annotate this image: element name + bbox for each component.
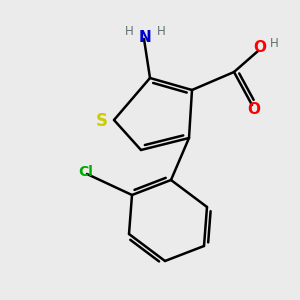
Text: N: N (139, 30, 152, 45)
Text: S: S (96, 112, 108, 130)
Text: H: H (124, 25, 134, 38)
Text: Cl: Cl (78, 166, 93, 179)
Text: H: H (270, 37, 279, 50)
Text: H: H (157, 25, 166, 38)
Text: O: O (253, 40, 266, 56)
Text: O: O (247, 102, 260, 117)
